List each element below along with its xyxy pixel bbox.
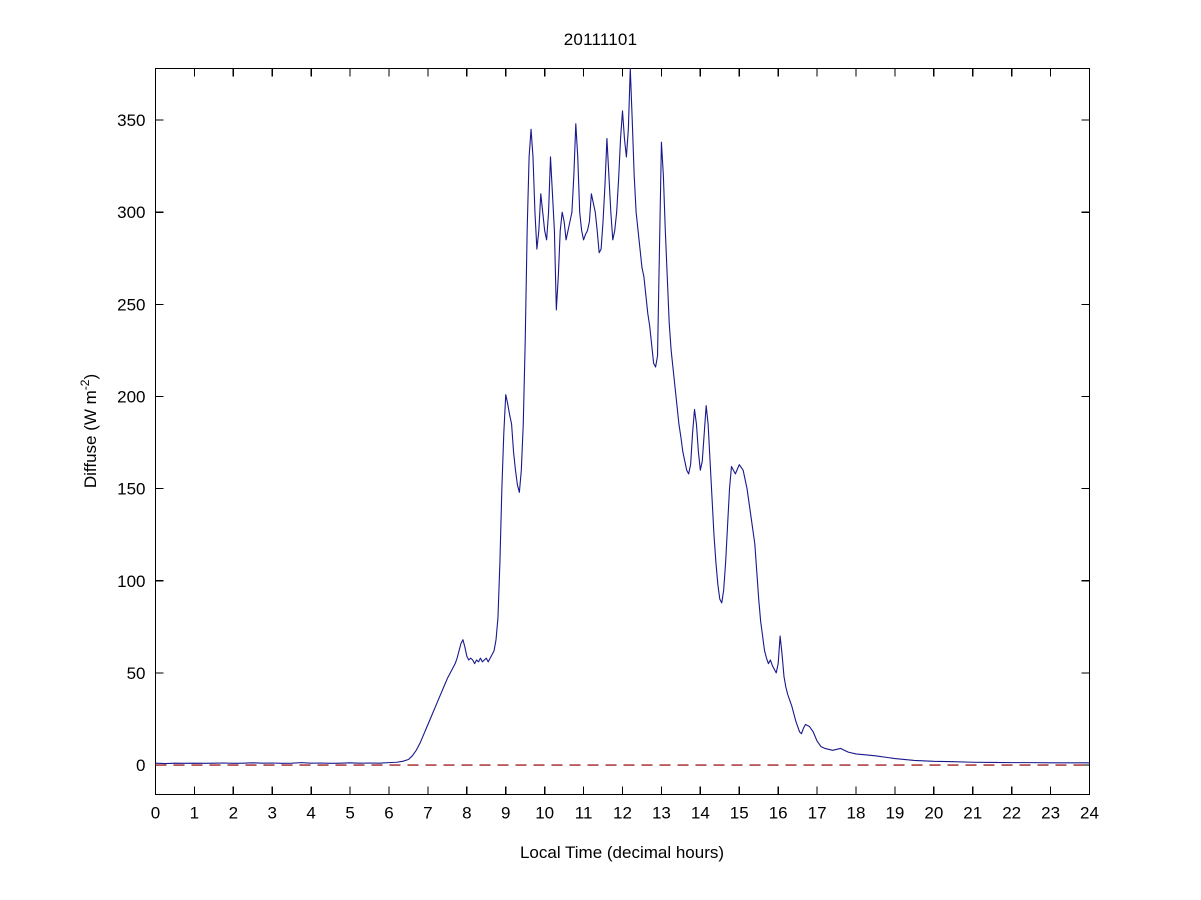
- x-tick-label: 23: [1041, 804, 1060, 823]
- x-tick-label: 19: [885, 804, 904, 823]
- x-tick-label: 21: [963, 804, 982, 823]
- x-tick-label: 17: [808, 804, 827, 823]
- y-axis-title-base: Diffuse (W m: [81, 390, 100, 488]
- y-tick-label: 100: [117, 572, 145, 591]
- x-tick-label: 11: [575, 804, 593, 823]
- x-tick-label: 16: [769, 804, 788, 823]
- chart-title: 20111101: [563, 30, 638, 49]
- x-axis-ticks-top: [154, 68, 1091, 77]
- x-tick-label: 20: [924, 804, 943, 823]
- y-tick-label: 300: [117, 203, 145, 222]
- y-axis-ticks: [155, 119, 164, 766]
- x-tick-label: 22: [1002, 804, 1021, 823]
- x-axis-ticks: [154, 786, 1091, 795]
- data-series-group: [154, 67, 1091, 765]
- x-axis-tick-labels: 0 1 2 3 4 5 6 7 8 9 10 11 12 13 14 15 16 17 18 19 20 21 22 23 24: [151, 804, 1099, 823]
- y-axis-title-tail: ): [81, 374, 100, 380]
- x-tick-label: 1: [190, 804, 199, 823]
- y-axis-ticks-right: [1081, 119, 1090, 766]
- y-tick-label: 350: [117, 111, 145, 130]
- x-tick-label: 14: [691, 804, 710, 823]
- x-tick-label: 10: [535, 804, 554, 823]
- x-tick-label: 3: [268, 804, 277, 823]
- y-tick-label: 200: [117, 387, 145, 406]
- x-tick-label: 6: [384, 804, 393, 823]
- x-tick-label: 13: [652, 804, 671, 823]
- y-axis-title-text: Diffuse (W m-2): [78, 374, 100, 488]
- x-tick-label: 15: [730, 804, 749, 823]
- x-tick-label: 8: [462, 804, 471, 823]
- y-axis-title: Diffuse (W m-2): [78, 374, 100, 488]
- x-tick-label: 12: [613, 804, 632, 823]
- x-tick-label: 5: [345, 804, 354, 823]
- x-tick-label: 18: [847, 804, 866, 823]
- x-tick-label: 4: [306, 804, 315, 823]
- y-tick-label: 250: [117, 295, 145, 314]
- x-tick-label: 2: [229, 804, 238, 823]
- y-tick-label: 150: [117, 480, 145, 499]
- y-tick-label: 50: [127, 664, 146, 683]
- x-axis-title: Local Time (decimal hours): [520, 843, 724, 862]
- x-tick-label: 0: [151, 804, 160, 823]
- y-tick-label: 0: [136, 756, 145, 775]
- x-tick-label: 7: [423, 804, 432, 823]
- y-axis-title-exponent: -2: [78, 379, 92, 390]
- plot-frame: [154, 67, 1091, 796]
- x-tick-label: 24: [1080, 804, 1099, 823]
- x-tick-label: 9: [501, 804, 510, 823]
- series-line-0: [154, 67, 1091, 765]
- y-axis-tick-labels: 0 50 100 150 200 250 300 350: [117, 111, 145, 775]
